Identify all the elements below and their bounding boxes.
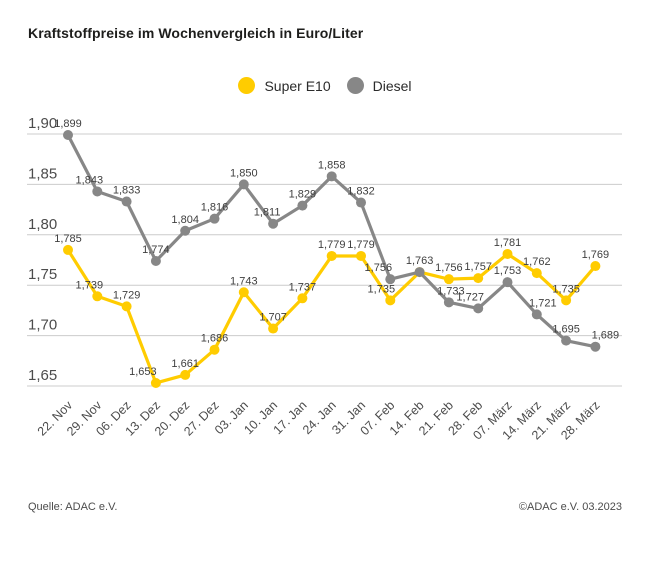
data-point-super-e10 <box>92 291 103 302</box>
data-label-super-e10: 1,739 <box>76 279 104 291</box>
data-point-diesel <box>531 309 542 320</box>
y-axis-label: 1,80 <box>28 216 57 233</box>
legend-item-super-e10: Super E10 <box>238 77 331 94</box>
data-point-super-e10 <box>502 248 513 259</box>
data-point-diesel <box>502 277 513 288</box>
data-point-super-e10 <box>473 273 484 284</box>
data-label-super-e10: 1,737 <box>289 281 317 293</box>
data-label-super-e10: 1,686 <box>201 333 229 345</box>
data-label-diesel: 1,804 <box>171 214 199 226</box>
data-point-super-e10 <box>385 295 396 306</box>
data-label-diesel: 1,774 <box>142 244 170 256</box>
data-label-super-e10: 1,779 <box>318 239 346 251</box>
legend-label-super-e10: Super E10 <box>264 77 331 94</box>
data-label-super-e10: 1,779 <box>347 239 375 251</box>
data-point-super-e10 <box>326 250 337 261</box>
data-point-super-e10 <box>63 244 73 255</box>
data-point-super-e10 <box>268 323 279 334</box>
data-label-super-e10: 1,781 <box>494 237 522 249</box>
data-point-diesel <box>356 197 366 208</box>
y-axis-label: 1,70 <box>28 317 57 334</box>
copyright-note: ©ADAC e.V. 03.2023 <box>518 501 622 513</box>
chart-footer: Quelle: ADAC e.V. ©ADAC e.V. 03.2023 <box>28 501 622 513</box>
data-label-super-e10: 1,653 <box>129 366 157 378</box>
data-label-super-e10: 1,756 <box>435 262 463 274</box>
data-point-diesel <box>590 341 601 352</box>
data-point-diesel <box>443 297 454 308</box>
data-label-diesel: 1,899 <box>54 118 82 130</box>
data-point-diesel <box>561 335 572 346</box>
data-point-diesel <box>473 303 484 314</box>
data-point-super-e10 <box>238 287 249 298</box>
data-label-super-e10: 1,729 <box>113 289 141 301</box>
data-point-super-e10 <box>443 274 454 285</box>
data-label-diesel: 1,721 <box>529 297 557 309</box>
data-point-diesel <box>326 171 337 182</box>
data-point-diesel <box>92 186 103 197</box>
y-axis-label: 1,85 <box>28 165 57 182</box>
data-label-super-e10: 1,735 <box>552 283 580 295</box>
data-point-diesel <box>414 267 425 278</box>
y-axis-label: 1,90 <box>28 115 57 132</box>
data-label-diesel: 1,753 <box>494 265 522 277</box>
diesel-swatch-icon <box>346 77 364 94</box>
data-point-diesel <box>268 218 279 229</box>
chart-legend: Super E10 Diesel <box>0 77 650 94</box>
data-label-diesel: 1,689 <box>592 330 620 342</box>
y-axis-label: 1,65 <box>28 367 57 384</box>
data-label-super-e10: 1,743 <box>230 275 258 287</box>
data-label-super-e10: 1,735 <box>368 283 396 295</box>
data-point-diesel <box>63 130 73 141</box>
data-label-super-e10: 1,707 <box>259 312 287 324</box>
data-label-diesel: 1,829 <box>289 189 317 201</box>
data-label-diesel: 1,816 <box>201 202 229 214</box>
y-axis-label: 1,75 <box>28 266 57 283</box>
line-chart: 1,90 1,85 1,80 1,75 1,70 1,65 22. Nov 29. Nov 06… <box>0 110 650 470</box>
data-point-diesel <box>180 225 191 236</box>
data-point-super-e10 <box>356 250 366 261</box>
data-point-super-e10 <box>209 344 220 355</box>
data-label-diesel: 1,858 <box>318 159 346 171</box>
data-label-diesel: 1,832 <box>347 186 375 198</box>
data-label-diesel: 1,695 <box>552 324 580 336</box>
data-point-diesel <box>385 274 396 285</box>
data-point-diesel <box>297 200 308 211</box>
data-label-super-e10: 1,757 <box>464 261 492 273</box>
data-label-diesel: 1,850 <box>230 167 258 179</box>
data-label-diesel: 1,727 <box>456 291 484 303</box>
data-label-diesel: 1,811 <box>254 207 281 219</box>
data-point-diesel <box>150 256 161 267</box>
data-point-super-e10 <box>531 268 542 279</box>
data-label-diesel: 1,763 <box>406 255 434 267</box>
data-point-diesel <box>121 196 132 207</box>
data-label-super-e10: 1,769 <box>582 249 610 261</box>
data-label-super-e10: 1,762 <box>523 256 551 268</box>
data-label-super-e10: 1,785 <box>54 233 82 245</box>
page-title: Kraftstoffpreise im Wochenvergleich in E… <box>28 25 364 41</box>
data-point-super-e10 <box>180 369 191 380</box>
super-e10-swatch-icon <box>238 77 256 94</box>
data-label-diesel: 1,733 <box>437 285 465 297</box>
data-point-diesel <box>238 179 249 190</box>
source-note: Quelle: ADAC e.V. <box>28 501 118 513</box>
data-label-diesel: 1,843 <box>76 174 104 186</box>
data-point-super-e10 <box>297 293 308 304</box>
data-point-diesel <box>209 213 220 224</box>
data-point-super-e10 <box>561 295 572 306</box>
data-point-super-e10 <box>590 261 601 272</box>
data-label-diesel: 1,756 <box>365 262 393 274</box>
legend-label-diesel: Diesel <box>372 77 412 94</box>
legend-item-diesel: Diesel <box>346 77 412 94</box>
data-point-super-e10 <box>150 377 161 388</box>
data-label-super-e10: 1,661 <box>171 358 199 370</box>
data-label-diesel: 1,833 <box>113 185 141 197</box>
data-point-super-e10 <box>121 301 132 312</box>
